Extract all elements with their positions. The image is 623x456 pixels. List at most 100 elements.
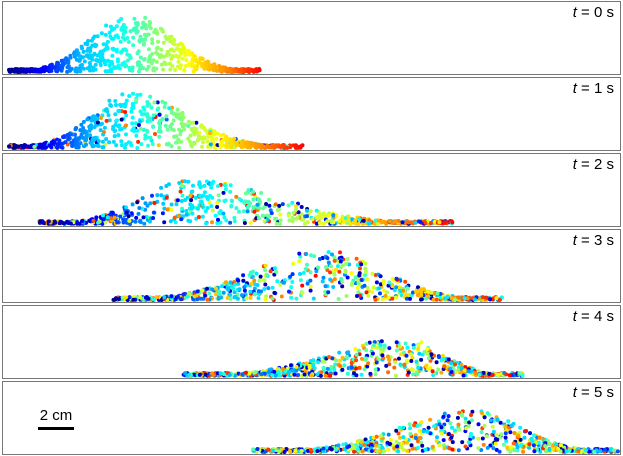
particle xyxy=(246,188,251,193)
particle xyxy=(276,367,281,372)
particle xyxy=(244,296,249,301)
particle xyxy=(410,368,415,372)
particle xyxy=(229,198,234,203)
particle xyxy=(164,117,169,122)
particle xyxy=(396,219,401,224)
particle xyxy=(345,257,350,261)
particle xyxy=(387,295,392,300)
particle xyxy=(183,371,188,376)
particle xyxy=(228,183,233,188)
particle xyxy=(151,113,156,118)
particle xyxy=(550,443,555,448)
particle xyxy=(124,63,128,68)
particle xyxy=(408,431,413,436)
particle xyxy=(210,371,215,376)
particle xyxy=(130,202,135,207)
particle xyxy=(275,279,280,284)
particle xyxy=(7,144,12,149)
particle xyxy=(114,103,118,107)
particle xyxy=(294,204,298,209)
particle xyxy=(457,427,462,432)
particle xyxy=(108,34,113,39)
particle xyxy=(263,263,268,268)
particle xyxy=(388,437,393,442)
particle xyxy=(151,124,156,129)
scale-bar: 2 cm xyxy=(36,407,76,430)
particle xyxy=(197,130,202,135)
particle xyxy=(229,284,234,289)
particle xyxy=(328,373,333,378)
particle xyxy=(214,136,219,141)
particle xyxy=(237,287,242,292)
particle xyxy=(62,221,67,226)
particle xyxy=(367,340,372,345)
particle xyxy=(62,134,67,139)
particle xyxy=(289,285,294,290)
particle xyxy=(317,221,322,226)
particle xyxy=(145,135,150,140)
particle xyxy=(69,140,74,145)
particle xyxy=(81,126,86,130)
particle xyxy=(491,429,496,434)
particle xyxy=(333,371,338,376)
particle xyxy=(312,254,317,259)
particle xyxy=(373,372,378,377)
particle xyxy=(152,30,157,35)
particle xyxy=(69,132,73,137)
particle-pile-t1 xyxy=(7,91,305,150)
particle xyxy=(121,32,126,36)
particle xyxy=(352,371,356,376)
particle xyxy=(326,250,331,255)
particle xyxy=(175,198,180,203)
particle xyxy=(147,219,152,224)
particle xyxy=(416,439,420,444)
particle xyxy=(280,143,285,148)
particle xyxy=(151,210,156,215)
particle xyxy=(352,449,357,454)
particle xyxy=(229,204,234,209)
particle xyxy=(118,127,123,132)
particle xyxy=(318,373,323,378)
particle xyxy=(288,449,293,454)
particle xyxy=(115,59,120,64)
particle xyxy=(181,46,186,51)
particle xyxy=(261,206,266,211)
particle xyxy=(504,439,509,444)
particle xyxy=(310,217,315,222)
particle xyxy=(370,351,375,356)
particle xyxy=(111,127,115,131)
particle xyxy=(345,371,350,376)
particle xyxy=(363,437,368,442)
particle xyxy=(498,420,503,425)
particle xyxy=(332,272,337,277)
particle xyxy=(532,449,537,454)
particle xyxy=(158,118,163,123)
panel-t1: t = 1 s xyxy=(2,77,621,151)
particle xyxy=(363,447,368,452)
particle xyxy=(314,208,319,213)
particle xyxy=(435,291,440,296)
particle xyxy=(337,350,342,355)
particle xyxy=(266,447,271,452)
particle xyxy=(365,364,370,369)
particle xyxy=(415,445,420,450)
particle xyxy=(17,69,22,74)
particle xyxy=(190,211,195,216)
particle xyxy=(89,118,94,123)
particle xyxy=(294,296,299,301)
particle xyxy=(214,286,218,291)
particle xyxy=(371,343,376,348)
particle xyxy=(378,274,383,279)
particle xyxy=(151,58,156,63)
particle xyxy=(203,293,208,298)
particle xyxy=(396,449,401,454)
particle xyxy=(494,296,499,301)
particle xyxy=(124,113,129,118)
particle xyxy=(39,67,44,71)
particle xyxy=(512,448,517,453)
particle xyxy=(359,278,364,283)
particle xyxy=(441,414,446,419)
particle xyxy=(576,448,581,453)
particle xyxy=(209,185,214,190)
